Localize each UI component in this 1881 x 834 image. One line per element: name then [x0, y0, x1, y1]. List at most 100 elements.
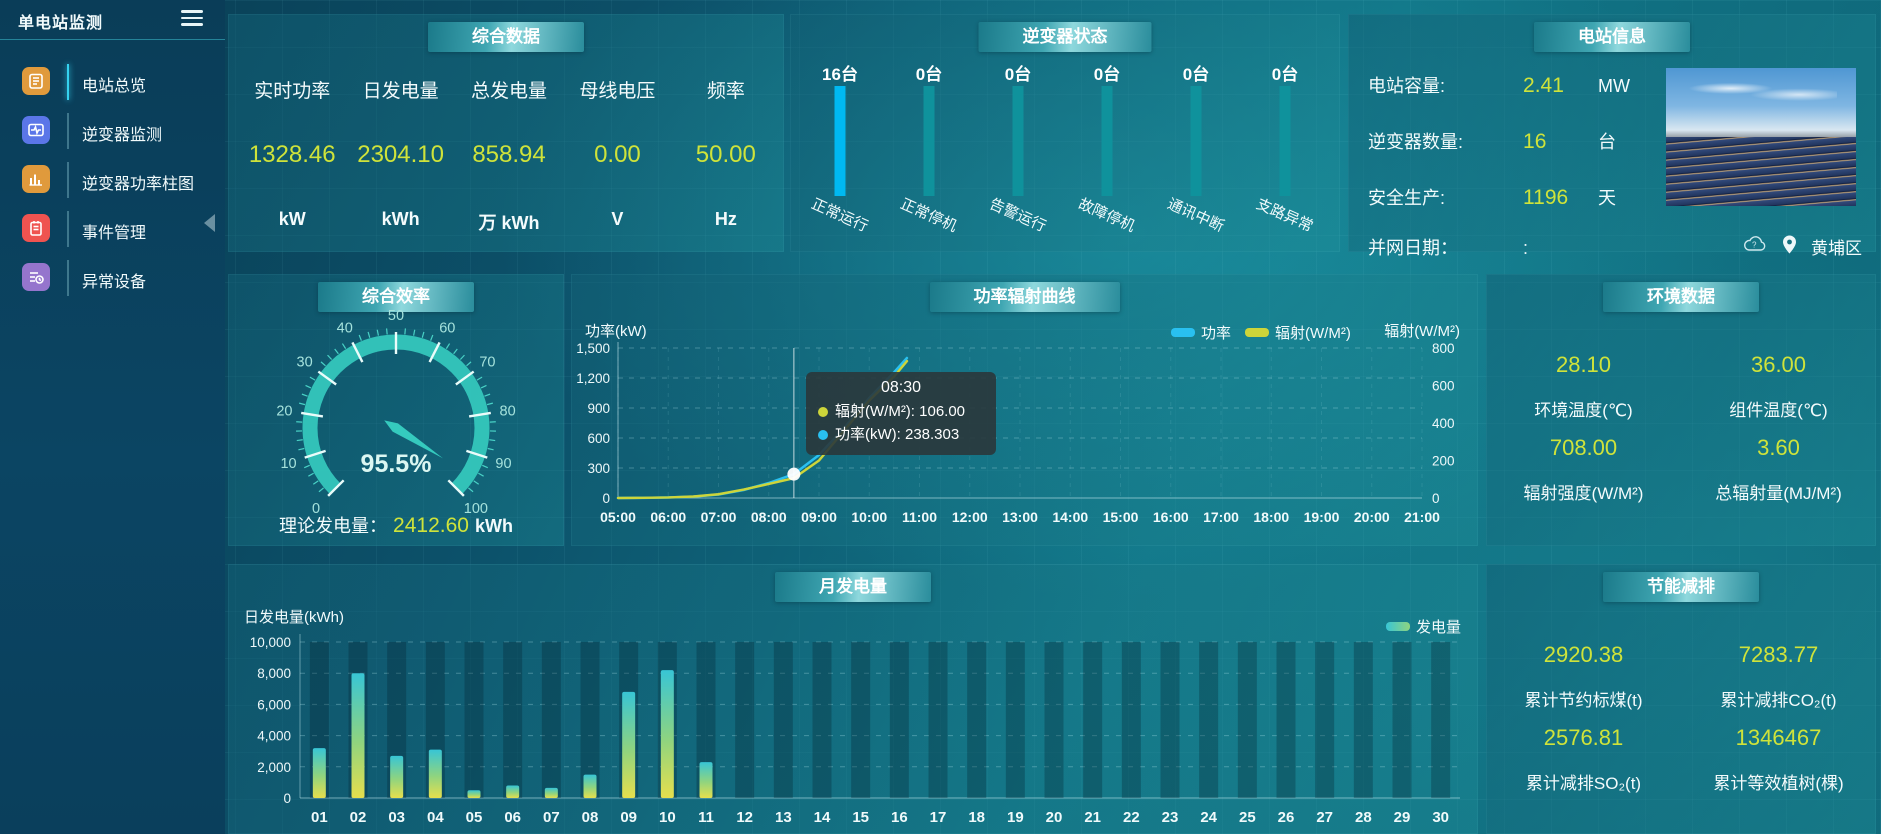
svg-text:08:00: 08:00 — [751, 509, 787, 525]
sidebar-item-label: 异常设备 — [82, 274, 147, 291]
gauge-value: 95.5% — [360, 450, 432, 478]
sidebar-menu: 电站总览 逆变器监测 逆变器功率柱图 事 — [0, 62, 225, 307]
panel-station-info: 电站信息 电站容量: 2.41 MW 逆变器数量: 16 台 安全生产: 119… — [1348, 14, 1876, 258]
menu-divider — [67, 260, 69, 296]
svg-text:12:00: 12:00 — [952, 509, 988, 525]
svg-text:800: 800 — [1432, 341, 1455, 356]
environment-stats: 28.10 环境温度(℃) 36.00 组件温度(℃) 708.00 辐射强度(… — [1486, 338, 1876, 504]
panel-title: 月发电量 — [775, 572, 931, 602]
panel-inverter-status: 逆变器状态 16台 正常运行 0台 正常停机 0台 告警运行 0台 故障停机 0台 通讯中断 0台支… — [790, 14, 1340, 252]
sidebar-item-inverter-power-bars[interactable]: 逆变器功率柱图 — [0, 160, 225, 200]
stat-value: 2304.10 — [357, 141, 444, 168]
saving-stats: 2920.38 累计节约标煤(t) 7283.77 累计减排CO₂(t) 257… — [1486, 628, 1876, 794]
svg-text:30: 30 — [297, 355, 313, 371]
stat-value: 36.00 — [1750, 352, 1807, 377]
sidebar-collapse-arrow[interactable] — [204, 214, 215, 232]
stat-value: 3.60 — [1757, 435, 1800, 460]
svg-text:1,500: 1,500 — [576, 341, 610, 356]
menu-divider — [67, 211, 69, 247]
svg-text:21: 21 — [1084, 809, 1101, 826]
status-count: 0台 — [1093, 65, 1121, 84]
app-title: 单电站监测 — [18, 15, 104, 32]
stat-value: 2412.60 — [393, 514, 469, 537]
svg-text:06: 06 — [504, 809, 521, 826]
status-bar[interactable] — [1101, 86, 1113, 196]
svg-text:60: 60 — [439, 320, 455, 336]
sidebar-item-event-management[interactable]: 事件管理 — [0, 209, 225, 249]
panel-efficiency-gauge: 综合效率 0 10 20 30 40 50 60 70 80 90 100 95.5% 理论发电量：… — [228, 274, 564, 546]
stat-label: 电站容量: — [1368, 76, 1446, 96]
status-count: 0台 — [1271, 65, 1299, 84]
bar-chart-legend: 发电量 — [1386, 616, 1461, 637]
efficiency-gauge-chart[interactable]: 0 10 20 30 40 50 60 70 80 90 100 — [228, 288, 564, 528]
svg-text:16:00: 16:00 — [1153, 509, 1189, 525]
stat-unit: Hz — [714, 209, 737, 229]
sidebar: 单电站监测 电站总览 逆变器监测 — [0, 0, 225, 834]
stat-value: 50.00 — [695, 141, 756, 168]
menu-divider — [67, 162, 69, 198]
right-axis-label: 辐射(W/M²) — [1384, 323, 1460, 340]
svg-text:80: 80 — [500, 403, 516, 419]
panel-environment-data: 环境数据 28.10 环境温度(℃) 36.00 组件温度(℃) 708.00 … — [1486, 274, 1876, 546]
abnormal-devices-icon — [22, 263, 50, 291]
hamburger-menu-icon[interactable] — [181, 10, 203, 28]
svg-text:20: 20 — [276, 403, 292, 419]
saving-co2: 7283.77 累计减排CO₂(t) — [1681, 628, 1876, 711]
stat-label: 日发电量 — [362, 81, 439, 102]
sidebar-item-inverter-monitor[interactable]: 逆变器监测 — [0, 111, 225, 151]
svg-text:29: 29 — [1394, 809, 1411, 826]
status-bar[interactable] — [923, 86, 935, 196]
svg-text:1,200: 1,200 — [576, 371, 610, 386]
power-bars-icon — [22, 165, 50, 193]
svg-text:03: 03 — [388, 809, 405, 826]
stat-label: 频率 — [706, 81, 745, 102]
stat-value: 708.00 — [1549, 435, 1618, 460]
legend-label: 功率 — [1201, 325, 1232, 342]
svg-text:19:00: 19:00 — [1304, 509, 1340, 525]
stat-unit: kWh — [474, 516, 513, 536]
legend-item-power[interactable]: 功率 — [1171, 322, 1231, 343]
left-axis-label: 功率(kW) — [585, 323, 647, 340]
station-capacity-row: 电站容量: 2.41 MW — [1368, 72, 1630, 98]
svg-text:09: 09 — [620, 809, 637, 826]
status-bar[interactable] — [1279, 86, 1291, 196]
svg-text:21:00: 21:00 — [1404, 509, 1440, 525]
safe-production-row: 安全生产: 1196 天 — [1368, 184, 1616, 210]
stat-label: 环境温度(℃) — [1534, 401, 1633, 420]
monthly-generation-bar-chart[interactable]: 0 2,000 4,000 6,000 8,000 10,000 01 02 03 04 05 06 0… — [228, 564, 1478, 834]
status-count: 0台 — [1182, 65, 1210, 84]
svg-text:19: 19 — [1007, 809, 1024, 826]
panel-title: 综合效率 — [318, 282, 474, 312]
summary-col-total-generation: 总发电量 858.94 万 kWh — [455, 62, 563, 235]
legend-item-generation[interactable]: 发电量 — [1386, 616, 1461, 637]
stat-value: 7283.77 — [1738, 642, 1819, 667]
env-ambient-temp: 28.10 环境温度(℃) — [1486, 338, 1681, 421]
svg-text:70: 70 — [479, 355, 495, 371]
status-bar[interactable] — [834, 86, 846, 196]
svg-text:40: 40 — [337, 320, 353, 336]
overview-icon — [22, 67, 50, 95]
weather-cloud-icon[interactable]: ? — [1742, 235, 1768, 258]
events-icon — [22, 214, 50, 242]
location-pin-icon[interactable] — [1782, 235, 1797, 259]
status-bar[interactable] — [1012, 86, 1024, 196]
menu-divider — [67, 64, 69, 100]
stat-unit: kW — [278, 209, 306, 229]
sidebar-item-label: 逆变器监测 — [82, 127, 163, 144]
status-bar[interactable] — [1190, 86, 1202, 196]
legend-item-radiation[interactable]: 辐射(W/M²) — [1245, 322, 1351, 343]
sidebar-item-station-overview[interactable]: 电站总览 — [0, 62, 225, 102]
summary-col-frequency: 频率 50.00 Hz — [672, 62, 780, 235]
svg-text:16: 16 — [891, 809, 908, 826]
svg-text:10:00: 10:00 — [851, 509, 887, 525]
power-radiation-line-chart[interactable]: 05:00 06:00 07:00 08:00 09:00 10:00 11:00 12:00… — [571, 274, 1478, 546]
panel-power-radiation-curve: 功率辐射曲线 功率(kW) 功率 辐射(W/M²) 辐射(W/M²) 05:00… — [571, 274, 1478, 546]
summary-col-daily-generation: 日发电量 2304.10 kWh — [346, 62, 454, 235]
line-chart-legend: 功率 辐射(W/M²) — [1171, 322, 1351, 343]
panel-summary-data: 综合数据 实时功率 1328.46 kW 日发电量 2304.10 kWh 总发… — [228, 14, 784, 252]
stat-value: 1346467 — [1735, 725, 1822, 750]
generation-legend-swatch — [1386, 622, 1410, 631]
svg-text:0: 0 — [283, 791, 291, 806]
sidebar-item-abnormal-devices[interactable]: 异常设备 — [0, 258, 225, 298]
